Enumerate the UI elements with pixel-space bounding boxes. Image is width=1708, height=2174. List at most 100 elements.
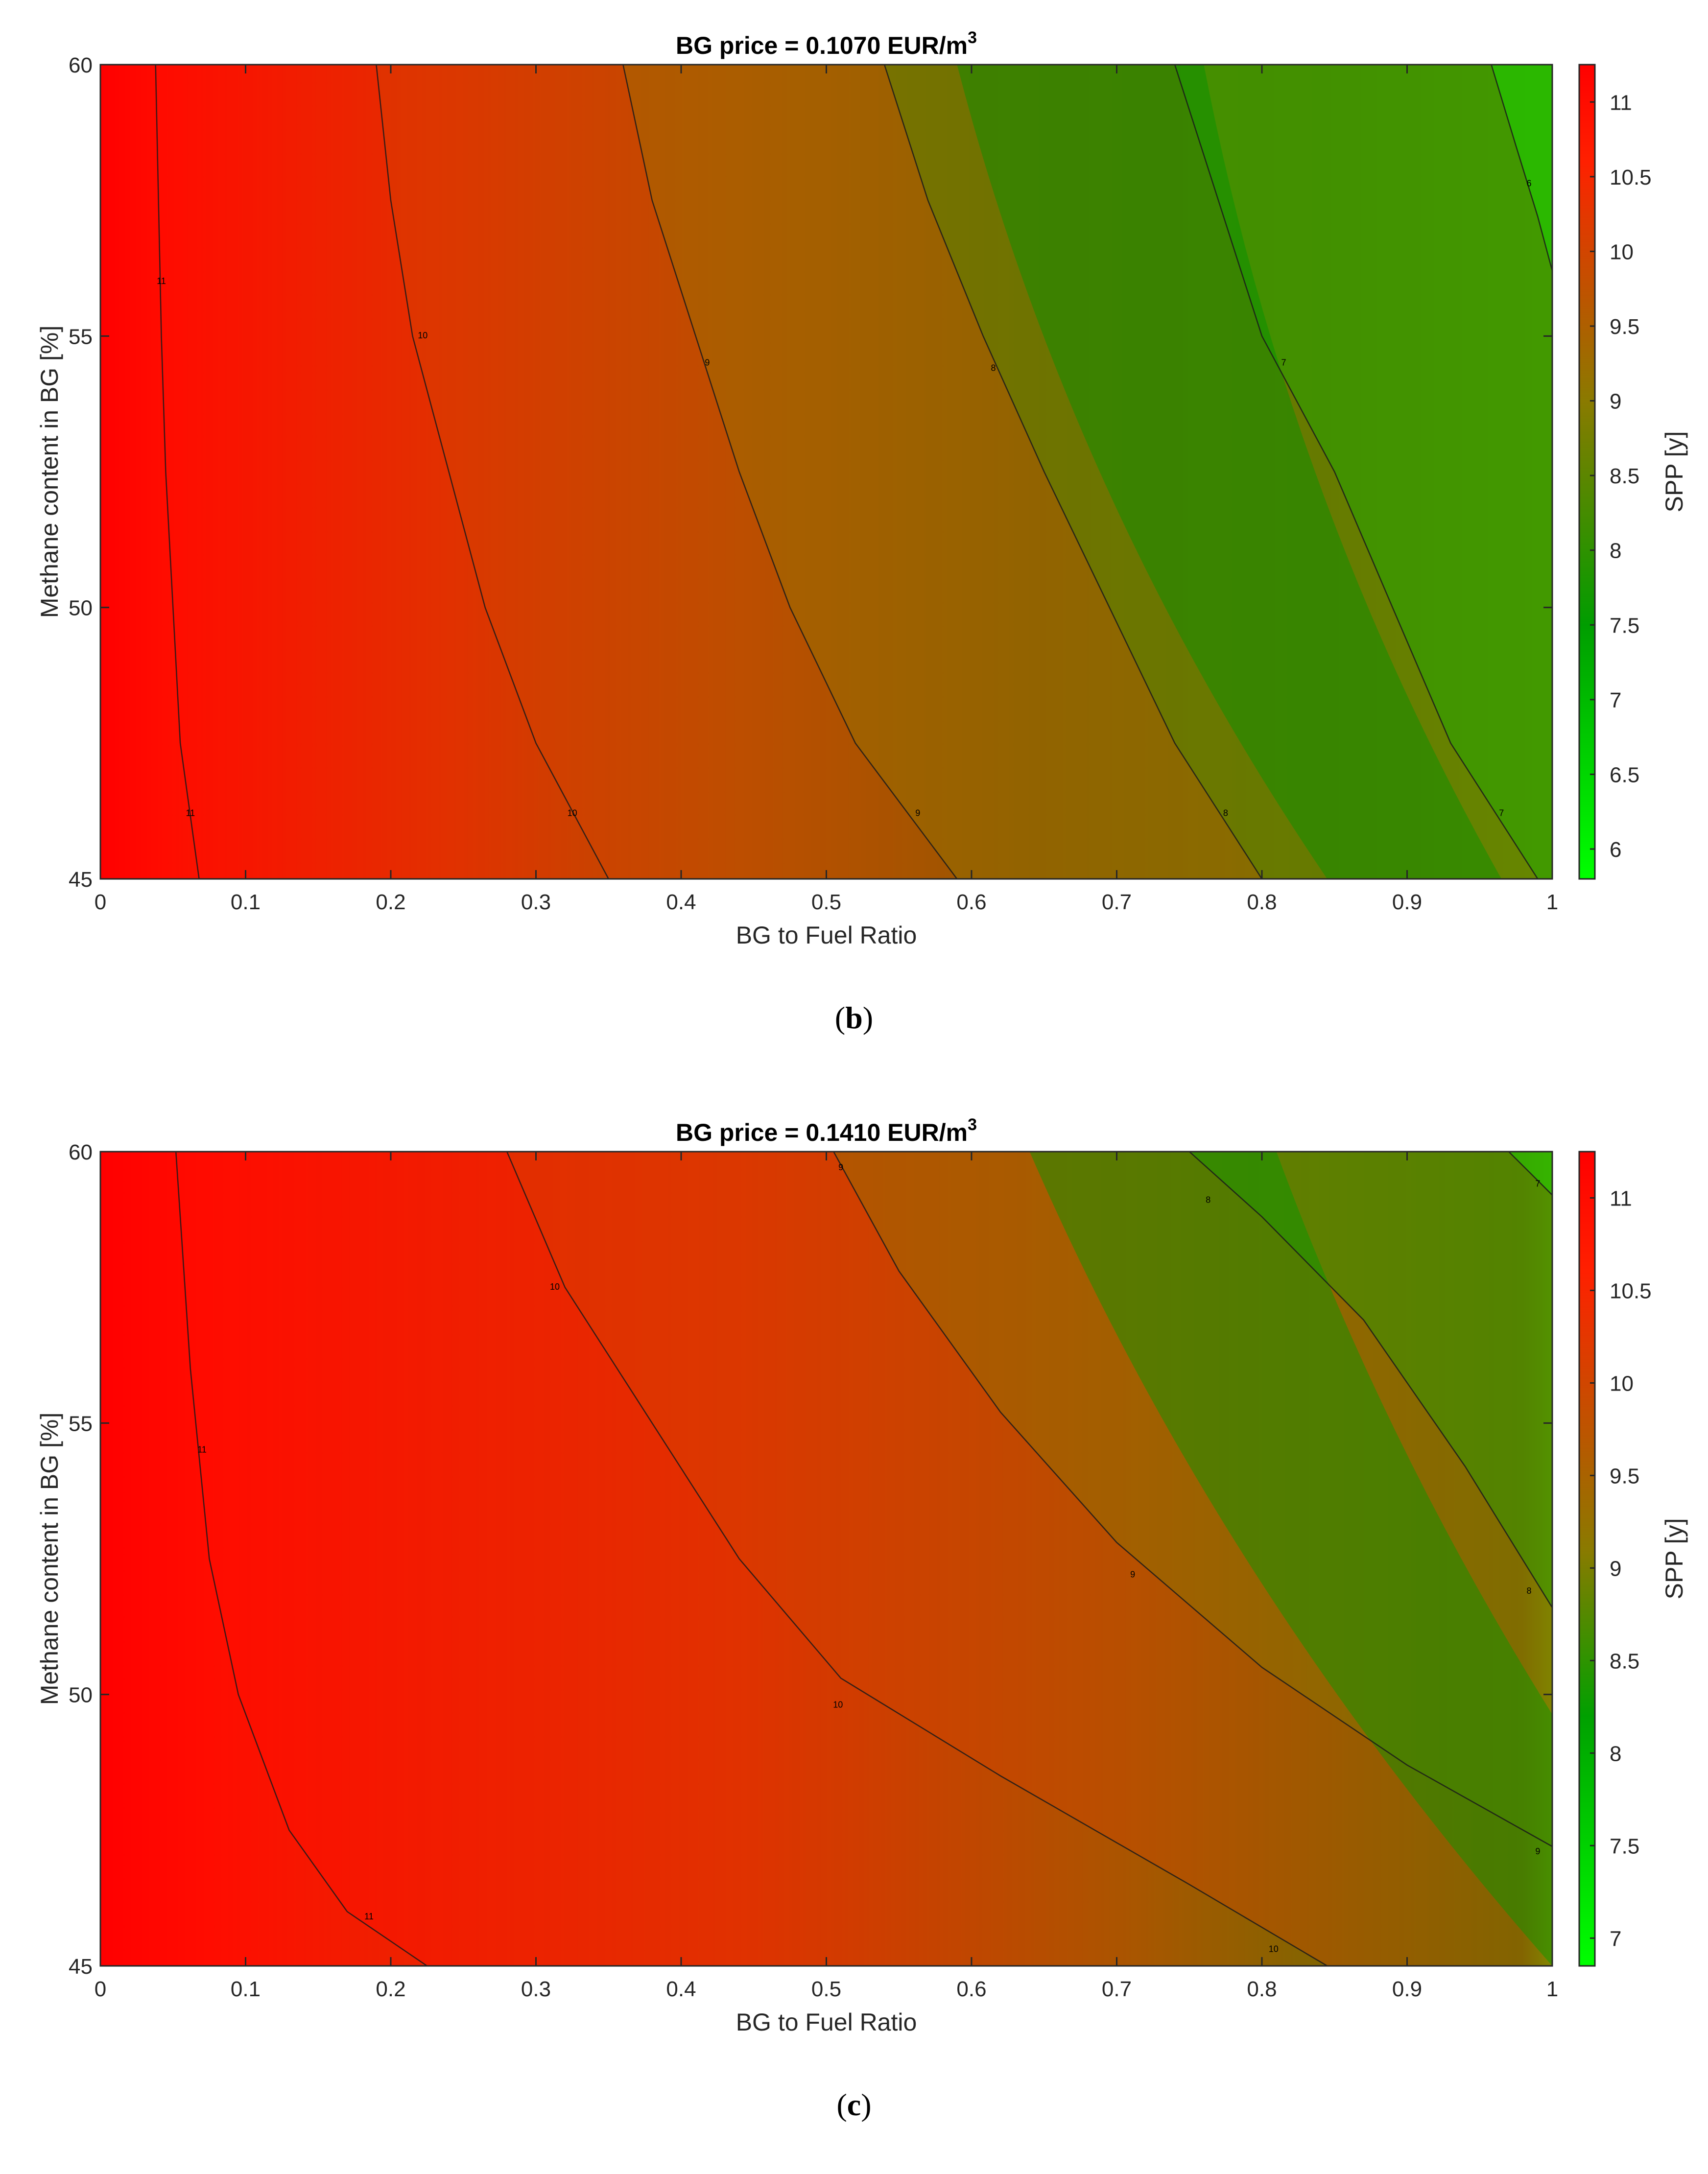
chart-title: BG price = 0.1070 EUR/m3 (676, 28, 977, 59)
band-6 (1491, 65, 1552, 271)
y-axis-label: Methane content in BG [%] (36, 1413, 63, 1705)
contour-label: 8 (1223, 808, 1228, 818)
contour-label: 10 (1269, 1944, 1279, 1954)
x-tick-label: 0.5 (811, 1977, 841, 2001)
chart-title-superscript: 3 (968, 28, 977, 47)
colorbar-tick-label: 7.5 (1610, 1834, 1639, 1858)
panel-letter-open: ( (836, 2087, 847, 2122)
contour-line-11 (175, 1152, 427, 1966)
chart-title: BG price = 0.1410 EUR/m3 (676, 1115, 977, 1146)
y-tick-label: 50 (69, 596, 93, 620)
colorbar-frame (1578, 1151, 1596, 1967)
contour-label: 11 (197, 1445, 207, 1455)
x-axis-label: BG to Fuel Ratio (736, 2009, 917, 2036)
x-tick-label: 0.6 (956, 890, 986, 914)
x-tick-label: 0.8 (1247, 1977, 1277, 2001)
colorbar-tick-label: 9 (1610, 1557, 1621, 1581)
colorbar-tick-label: 8 (1610, 539, 1621, 563)
contour-label: 7 (1535, 1179, 1540, 1188)
heatmap-field: 11 11 10 10 10 9 9 9 8 8 7 (100, 1152, 1552, 1966)
contour-label: 7 (1499, 808, 1504, 818)
chart-title-main: BG price = 0.1410 EUR/m (676, 1119, 968, 1146)
colorbar-tick-label: 10 (1610, 240, 1634, 264)
chart-title-superscript: 3 (968, 1115, 977, 1134)
panel-letter-close: ) (861, 2087, 871, 2122)
band-10 (507, 1152, 1552, 1966)
x-tick-label: 1 (1546, 890, 1558, 914)
colorbar-tick-label: 6 (1610, 838, 1621, 862)
contour-line-9 (833, 1152, 1552, 1847)
contour-line-6 (1491, 65, 1552, 271)
contour-label: 10 (833, 1700, 843, 1710)
colorbar-tick-label: 9 (1610, 390, 1621, 414)
dark-green-band (1029, 1152, 1552, 1966)
x-tick-label: 0.4 (666, 890, 696, 914)
contour-line-10 (376, 65, 609, 879)
contour-label: 9 (1130, 1570, 1135, 1580)
colorbar-tick-label: 10 (1610, 1371, 1634, 1395)
colorbar-tick-label: 6.5 (1610, 763, 1639, 787)
band-11 (176, 1152, 1552, 1966)
band-8 (1189, 1152, 1552, 1608)
y-tick-label: 45 (69, 1955, 93, 1979)
panel-c: 11 11 10 10 10 9 9 9 8 8 7 0 0.1 0.2 0.3 0.4 0.5 0.6 0.7 0.… (0, 1087, 1708, 2174)
band-9 (833, 1152, 1552, 1847)
contour-label: 11 (186, 808, 195, 818)
colorbar-frame (1578, 64, 1596, 880)
contour-label: 9 (838, 1162, 843, 1172)
x-tick-label: 0.4 (666, 1977, 696, 2001)
colorbar-tick-label: 11 (1610, 91, 1632, 115)
panel-letter-text: c (847, 2087, 861, 2122)
x-tick-label: 0.7 (1102, 1977, 1132, 2001)
x-tick-label: 0.7 (1102, 890, 1132, 914)
x-tick-label: 0.2 (376, 1977, 405, 2001)
colorbar-tick-label: 9.5 (1610, 315, 1639, 339)
chart-title-main: BG price = 0.1070 EUR/m (676, 32, 968, 59)
contour-line-10 (506, 1152, 1328, 1966)
contour-label: 8 (991, 363, 996, 373)
y-tick-label: 60 (69, 53, 93, 77)
contour-label: 11 (364, 1912, 374, 1921)
colorbar-tick-label: 7 (1610, 688, 1621, 712)
heatmap-field: 11 11 10 10 9 9 8 8 7 7 6 (100, 65, 1552, 879)
panel-letter-text: b (845, 1000, 863, 1035)
y-axis-label: Methane content in BG [%] (36, 326, 63, 618)
band-7 (1509, 1152, 1552, 1195)
contour-line-8 (883, 65, 1263, 879)
x-tick-label: 0 (95, 890, 106, 914)
x-tick-label: 0.5 (811, 890, 841, 914)
colorbar-tick-label: 10.5 (1610, 1279, 1652, 1303)
colorbar (1579, 1152, 1595, 1966)
colorbar-tick-label: 7.5 (1610, 614, 1639, 638)
heatmap-base (100, 65, 1552, 879)
contour-line-9 (622, 65, 958, 879)
colorbar-tick-label: 7 (1610, 1927, 1621, 1951)
panel-b: 11 11 10 10 9 9 8 8 7 7 6 0 0.1 0.2 0.3 0.4 0.5 0.6 0.7 0.8… (36, 28, 1688, 1035)
contour-label: 7 (1281, 358, 1286, 368)
x-tick-label: 0.6 (956, 1977, 986, 2001)
colorbar-tick-label: 10.5 (1610, 165, 1652, 189)
x-tick-label: 0.9 (1392, 890, 1422, 914)
band-7 (1175, 65, 1552, 879)
contour-label: 10 (568, 808, 577, 818)
x-axis-label: BG to Fuel Ratio (736, 922, 917, 949)
contour-line-7 (1508, 1152, 1552, 1196)
colorbar-tick-label: 8.5 (1610, 1649, 1639, 1673)
x-tick-label: 0.3 (521, 1977, 551, 2001)
contour-label: 8 (1527, 1586, 1532, 1596)
panel-letter-close: ) (863, 1000, 873, 1035)
contour-label: 8 (1206, 1195, 1210, 1205)
colorbar-label: SPP [y] (1661, 431, 1688, 513)
x-tick-label: 0.2 (376, 890, 405, 914)
contour-label: 6 (1527, 179, 1532, 189)
colorbar-label: SPP [y] (1661, 1518, 1688, 1600)
colorbar (1579, 65, 1595, 879)
x-tick-label: 0.1 (231, 890, 261, 914)
x-tick-label: 0.1 (231, 1977, 261, 2001)
panel-letter: (b) (835, 1000, 873, 1035)
x-tick-label: 1 (1546, 1977, 1558, 2001)
y-tick-label: 60 (69, 1140, 93, 1164)
band-10 (376, 65, 1552, 879)
chart-c: 11 11 10 10 10 9 9 9 8 8 7 0 0.1 0.2 0.3 0.4 0.5 0.6 0.7 0.… (36, 1115, 1688, 2122)
contour-line-8 (1188, 1152, 1552, 1608)
